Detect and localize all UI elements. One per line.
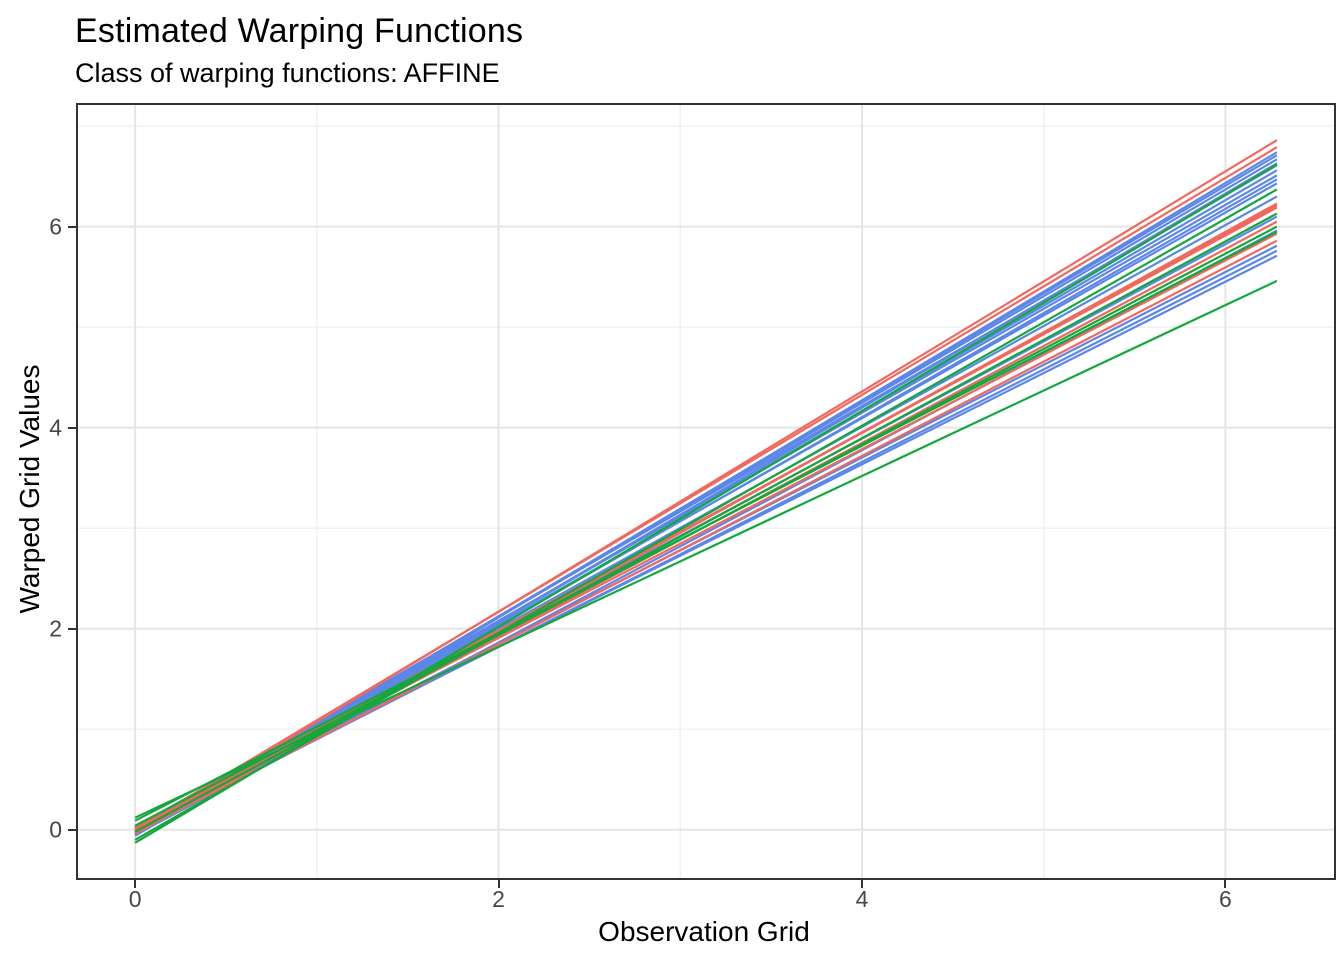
x-axis-title: Observation Grid: [598, 916, 810, 947]
warping-function-line-green: [134, 212, 1278, 833]
chart-title: Estimated Warping Functions: [75, 12, 524, 50]
warping-function-line-red: [134, 239, 1278, 834]
x-tick-label: 0: [128, 886, 142, 912]
x-tick-label: 6: [1219, 886, 1232, 912]
warping-function-line-blue: [134, 174, 1278, 830]
warping-function-line-green: [134, 279, 1278, 819]
y-tick-label: 2: [49, 615, 62, 642]
plot-panel: [76, 103, 1336, 880]
y-axis-title: Warped Grid Values: [14, 364, 45, 614]
warping-function-line-green: [134, 188, 1278, 841]
y-tick-label: 4: [49, 414, 62, 441]
x-tick-mark: [134, 880, 137, 888]
y-tick-label: 6: [49, 213, 62, 240]
warping-function-line-red: [134, 146, 1278, 830]
x-tick-label: 4: [855, 886, 869, 912]
x-tick-mark: [860, 880, 863, 888]
warping-function-line-red: [134, 139, 1278, 833]
plot-area-svg: [78, 105, 1334, 878]
warping-function-line-red: [134, 206, 1278, 829]
y-tick-mark: [68, 426, 76, 429]
chart-subtitle: Class of warping functions: AFFINE: [75, 58, 500, 88]
warping-function-line-green: [134, 230, 1278, 822]
y-tick-mark: [68, 225, 76, 228]
x-tick-mark: [1224, 880, 1227, 888]
y-tick-mark: [68, 828, 76, 831]
x-tick-label: 2: [492, 886, 505, 912]
x-tick-mark: [497, 880, 500, 888]
y-tick-mark: [68, 627, 76, 630]
y-tick-label: 0: [49, 816, 62, 843]
